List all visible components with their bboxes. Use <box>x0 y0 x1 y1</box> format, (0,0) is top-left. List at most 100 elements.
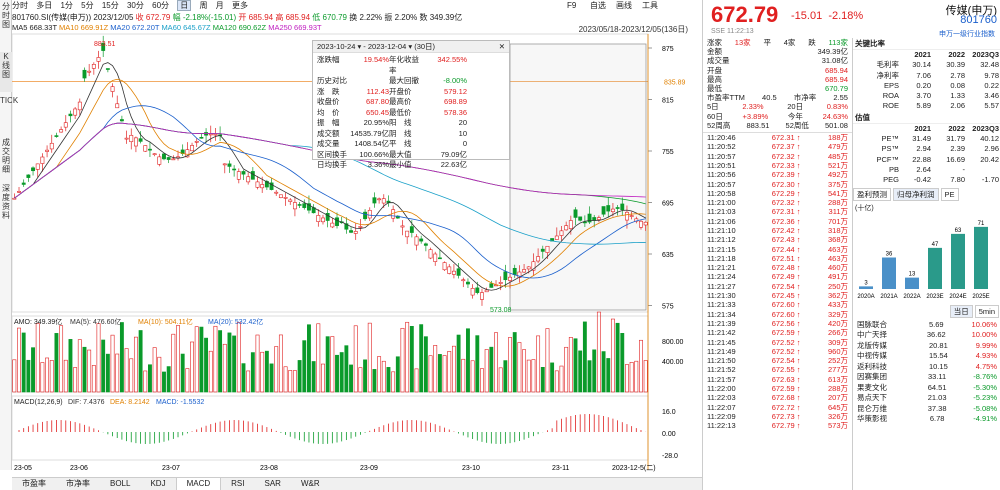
f9-button[interactable]: F9 <box>567 1 577 10</box>
candle-body <box>451 270 456 275</box>
watchlist-button[interactable]: 自选 <box>590 1 606 10</box>
tick-list[interactable]: 11:20:46 672.31 ↑ 188万 11:20:52 672.37 ↑ 479万… <box>703 132 852 431</box>
tick-row[interactable]: 11:22:13 672.79 ↑ 573万 <box>703 421 852 430</box>
tick-row[interactable]: 11:21:10 672.42 ↑ 318万 <box>703 226 852 235</box>
period-more[interactable]: 更多 <box>231 1 248 10</box>
tick-price: 672.48 ↑ <box>771 263 801 273</box>
tick-row[interactable]: 11:21:57 672.63 ↑ 613万 <box>703 375 852 384</box>
peer-row[interactable]: 中视传媒 15.54 4.93% <box>853 351 1000 362</box>
kline-chart[interactable]: 875 815 755 695 635 575 835.89 883.51 573.08 AMO:… <box>12 0 702 477</box>
period-month[interactable]: 月 <box>215 1 224 10</box>
range-from[interactable]: 2023-10-24 <box>317 42 356 51</box>
candle-body <box>512 267 517 275</box>
range-to[interactable]: 2023-12-04 <box>367 42 407 51</box>
side-tab-details[interactable]: 成交明细 <box>2 138 10 174</box>
tick-row[interactable]: 11:21:12 672.43 ↑ 368万 <box>703 235 852 244</box>
indicator-tab[interactable]: RSI <box>231 479 245 488</box>
tick-row[interactable]: 11:20:57 672.30 ↑ 375万 <box>703 180 852 189</box>
tick-row[interactable]: 11:21:06 672.36 ↑ 701万 <box>703 217 852 226</box>
tick-row[interactable]: 11:21:50 672.54 ↑ 252万 <box>703 356 852 365</box>
period-week[interactable]: 周 <box>199 1 208 10</box>
tick-row[interactable]: 11:20:57 672.32 ↑ 485万 <box>703 152 852 161</box>
indicator-tab[interactable]: 市盈率 <box>22 479 46 488</box>
indicator-tab[interactable]: SAR <box>264 479 281 488</box>
peer-row[interactable]: 易点天下 21.03 -5.23% <box>853 393 1000 404</box>
peer-row[interactable]: 返利科技 10.15 4.75% <box>853 362 1000 373</box>
tick-volume: 311万 <box>828 207 848 217</box>
tick-row[interactable]: 11:21:18 672.51 ↑ 463万 <box>703 254 852 263</box>
side-tab-kline[interactable]: K线图 <box>0 52 12 92</box>
period-timeshare[interactable]: 分时 <box>12 1 28 10</box>
period-30min[interactable]: 30分 <box>126 1 144 10</box>
peer-row[interactable]: 因赛集团 33.11 -8.76% <box>853 372 1000 383</box>
industry-link[interactable]: 申万一级行业指数 <box>939 31 995 38</box>
close-icon[interactable]: ✕ <box>498 42 505 51</box>
tools-button[interactable]: 工具 <box>642 1 658 10</box>
tick-row[interactable]: 11:21:03 672.31 ↑ 311万 <box>703 207 852 216</box>
tick-row[interactable]: 11:21:39 672.56 ↑ 420万 <box>703 319 852 328</box>
fin-cell: 30.39 <box>946 60 965 70</box>
peer-list[interactable]: 国脉联合 5.69 10.06% 中广天择 36.62 10.00% 龙版传媒 20.81 9.… <box>853 320 1000 425</box>
forecast-tab[interactable]: 盈利预测 <box>853 187 891 201</box>
peer-row[interactable]: 中广天择 36.62 10.00% <box>853 330 1000 341</box>
period-15min[interactable]: 15分 <box>101 1 119 10</box>
peer-cell: 33.11 <box>928 372 947 382</box>
side-tab-depth[interactable]: 深度资料 <box>2 184 10 220</box>
tick-row[interactable]: 11:21:34 672.60 ↑ 329万 <box>703 310 852 319</box>
side-tab-timeshare[interactable]: 分时图 <box>2 2 10 29</box>
peer-tab[interactable]: 当日 <box>949 304 973 318</box>
indicator-tab[interactable]: BOLL <box>110 479 131 488</box>
tick-time: 11:21:42 <box>707 328 736 338</box>
tick-row[interactable]: 11:22:07 672.72 ↑ 645万 <box>703 403 852 412</box>
volume-bar <box>484 349 489 393</box>
tick-row[interactable]: 11:20:52 672.37 ↑ 479万 <box>703 142 852 151</box>
tick-row[interactable]: 11:21:30 672.45 ↑ 362万 <box>703 291 852 300</box>
period-multiday[interactable]: 多日 <box>36 1 53 10</box>
selection-box[interactable] <box>509 43 647 311</box>
indicator-tab[interactable]: MACD <box>175 478 222 490</box>
forecast-tab[interactable]: PE <box>940 187 959 201</box>
volume-bar <box>311 361 316 393</box>
tick-row[interactable]: 11:20:56 672.39 ↑ 492万 <box>703 170 852 179</box>
peer-row[interactable]: 国脉联合 5.69 10.06% <box>853 320 1000 331</box>
period-5min[interactable]: 5分 <box>81 1 94 10</box>
volume-bar <box>498 367 503 393</box>
period-day[interactable]: 日 <box>177 0 192 11</box>
fin-cell: 5.57 <box>984 101 999 111</box>
period-60min[interactable]: 60分 <box>152 1 170 10</box>
tick-row[interactable]: 11:21:27 672.54 ↑ 250万 <box>703 282 852 291</box>
tick-row[interactable]: 11:21:21 672.48 ↑ 460万 <box>703 263 852 272</box>
volume-bar <box>531 359 536 393</box>
peer-row[interactable]: 果麦文化 64.51 -5.30% <box>853 383 1000 394</box>
tick-row[interactable]: 11:20:51 672.33 ↑ 521万 <box>703 161 852 170</box>
tick-row[interactable]: 11:21:33 672.60 ↑ 433万 <box>703 300 852 309</box>
period-1min[interactable]: 1分 <box>60 1 73 10</box>
forecast-tab[interactable]: 归母净利润 <box>893 187 939 201</box>
indicator-tab[interactable]: W&R <box>300 479 320 488</box>
draw-button[interactable]: 画线 <box>616 1 632 10</box>
peer-row[interactable]: 昆仑万维 37.38 -5.08% <box>853 404 1000 415</box>
tick-row[interactable]: 11:22:09 672.73 ↑ 326万 <box>703 412 852 421</box>
peer-tab[interactable]: 5min <box>974 304 999 318</box>
indicator-tab[interactable]: KDJ <box>150 479 166 488</box>
tick-row[interactable]: 11:22:00 672.59 ↑ 288万 <box>703 384 852 393</box>
tick-row[interactable]: 11:21:15 672.44 ↑ 463万 <box>703 245 852 254</box>
tick-row[interactable]: 11:21:24 672.49 ↑ 491万 <box>703 272 852 281</box>
peer-row[interactable]: 龙版传媒 20.81 9.99% <box>853 341 1000 352</box>
tick-row[interactable]: 11:20:46 672.31 ↑ 188万 <box>703 133 852 142</box>
tick-row[interactable]: 11:21:49 672.52 ↑ 960万 <box>703 347 852 356</box>
tick-row[interactable]: 11:21:42 672.59 ↑ 266万 <box>703 328 852 337</box>
candle-body <box>428 249 433 259</box>
volume-bar <box>480 368 484 393</box>
forecast-year: 2023E <box>926 294 943 300</box>
peer-row[interactable]: 华策影视 6.78 -4.91% <box>853 414 1000 425</box>
tick-row[interactable]: 11:22:03 672.68 ↑ 207万 <box>703 393 852 402</box>
side-tab-tick[interactable]: TICK <box>0 96 19 105</box>
tick-row[interactable]: 11:21:00 672.32 ↑ 288万 <box>703 198 852 207</box>
tick-row[interactable]: 11:20:58 672.29 ↑ 541万 <box>703 189 852 198</box>
info-low: 低 670.79 <box>312 13 347 22</box>
tick-row[interactable]: 11:21:52 672.55 ↑ 277万 <box>703 365 852 374</box>
tick-row[interactable]: 11:21:45 672.52 ↑ 309万 <box>703 338 852 347</box>
indicator-tab[interactable]: 市净率 <box>66 479 90 488</box>
stat-label: 最低 <box>707 84 722 94</box>
